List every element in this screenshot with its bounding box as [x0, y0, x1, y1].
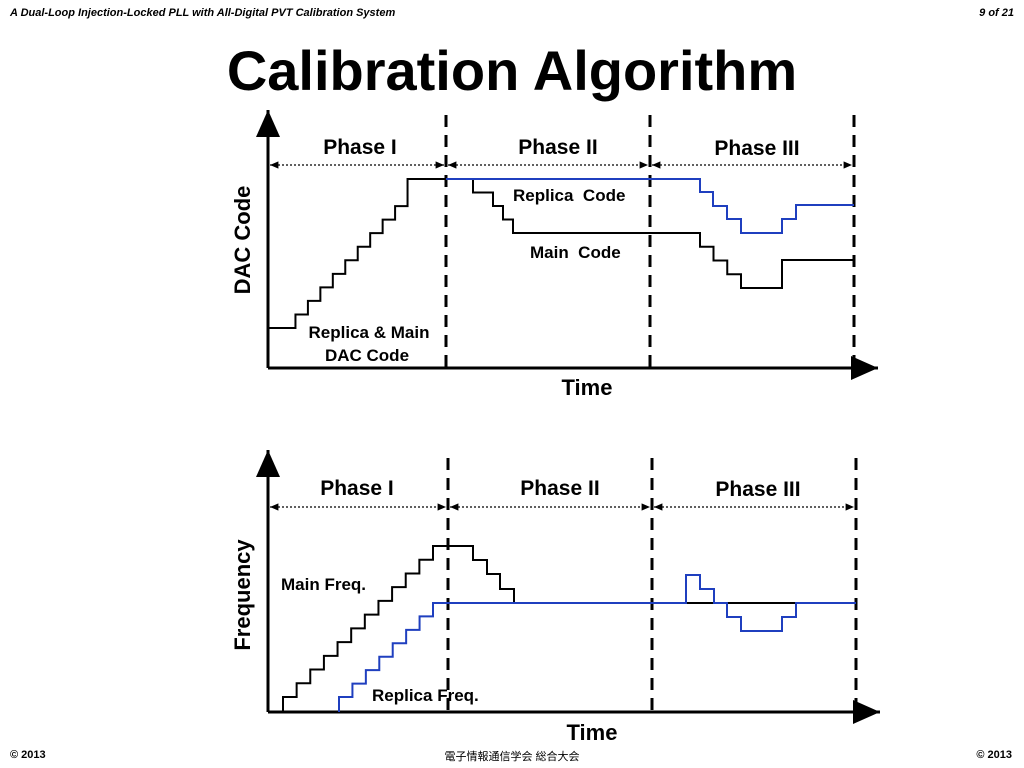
replica-freq-curve: [338, 574, 856, 712]
replica-code-curve: [446, 178, 854, 234]
header-right: 9 of 21: [979, 7, 1014, 19]
x-axis-label: Time: [562, 375, 613, 400]
curve-label: Replica & Main: [309, 323, 430, 342]
main-freq-curve: [282, 545, 856, 712]
curve-label: DAC Code: [325, 346, 409, 365]
curve-label: Replica Freq.: [372, 686, 479, 705]
slide-title: Calibration Algorithm: [227, 39, 797, 102]
phase-label: Phase I: [323, 136, 397, 159]
phase-label: Phase III: [714, 137, 799, 160]
footer-left: © 2013: [10, 749, 46, 761]
header-left: A Dual-Loop Injection-Locked PLL with Al…: [9, 7, 395, 19]
footer-center: 電子情報通信学会 総合大会: [444, 749, 579, 763]
y-axis-label: Frequency: [230, 539, 255, 651]
phase-label: Phase II: [520, 477, 599, 500]
curve-label: Main Code: [530, 243, 621, 262]
x-axis-label: Time: [567, 720, 618, 745]
curve-label: Replica Code: [513, 186, 625, 205]
diagram-bottom: Phase I Phase II Phase III Frequency Tim…: [230, 450, 880, 745]
y-axis-label: DAC Code: [230, 186, 255, 295]
phase-label: Phase III: [715, 478, 800, 501]
phase-label: Phase II: [518, 136, 597, 159]
footer-right: © 2013: [976, 749, 1012, 761]
curve-label: Main Freq.: [281, 575, 366, 594]
phase-label: Phase I: [320, 477, 394, 500]
diagram-top: Phase I Phase II Phase III DAC Code Time…: [230, 110, 878, 400]
main-code-curve: [268, 178, 854, 329]
